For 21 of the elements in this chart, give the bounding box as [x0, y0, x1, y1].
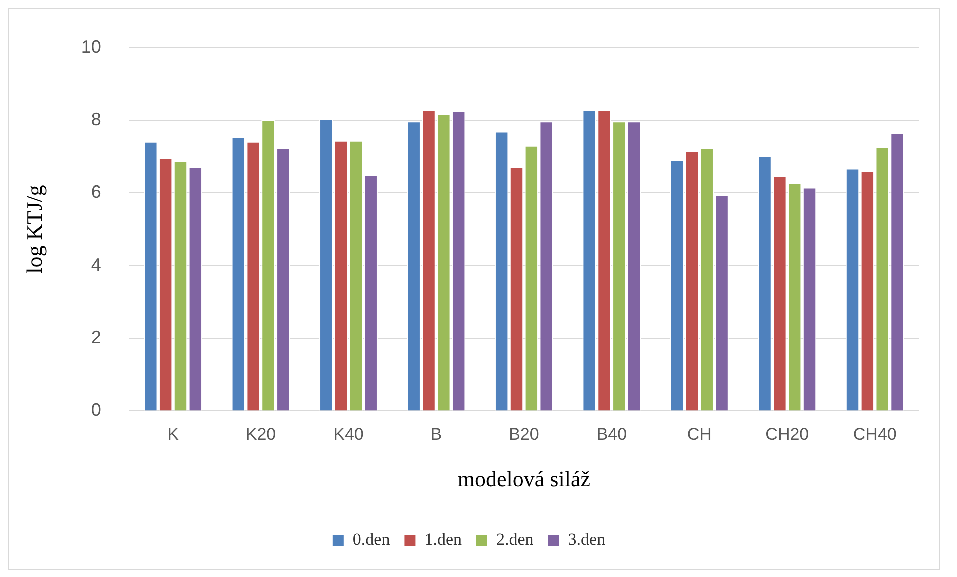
legend-label: 1.den	[424, 530, 462, 549]
x-tick-label: K	[168, 425, 180, 444]
x-tick-label: B	[430, 425, 442, 444]
y-tick-label: 10	[81, 36, 102, 57]
x-tick-label: CH	[687, 425, 712, 444]
legend-label: 2.den	[496, 530, 534, 549]
x-tick-label: K40	[334, 425, 364, 444]
y-tick-label: 4	[91, 254, 102, 275]
y-tick-label: 6	[91, 182, 102, 202]
x-tick-label: K20	[246, 425, 276, 444]
x-tick-label: B40	[596, 425, 628, 444]
y-tick-label: 2	[91, 327, 102, 348]
legend-label: 3.den	[568, 530, 606, 549]
x-tick-label: CH40	[853, 425, 897, 444]
x-axis-title: modelová siláž	[458, 466, 591, 492]
y-tick-label: 0	[91, 400, 102, 420]
y-axis-title: log KTJ/g	[22, 185, 47, 274]
y-tick-label: 8	[91, 109, 102, 130]
x-tick-label: B20	[509, 425, 540, 444]
x-tick-label: CH20	[766, 425, 810, 444]
legend-label: 0.den	[352, 530, 391, 549]
